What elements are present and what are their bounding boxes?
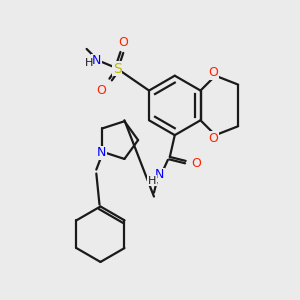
Text: N: N — [97, 146, 106, 159]
Text: O: O — [192, 158, 202, 170]
Text: O: O — [208, 66, 218, 79]
Text: N: N — [155, 168, 165, 181]
Text: H: H — [148, 176, 156, 186]
Text: O: O — [118, 35, 128, 49]
Text: O: O — [97, 84, 106, 97]
Text: H: H — [84, 58, 93, 68]
Text: O: O — [208, 132, 218, 145]
Text: S: S — [113, 62, 122, 76]
Text: N: N — [92, 54, 101, 67]
